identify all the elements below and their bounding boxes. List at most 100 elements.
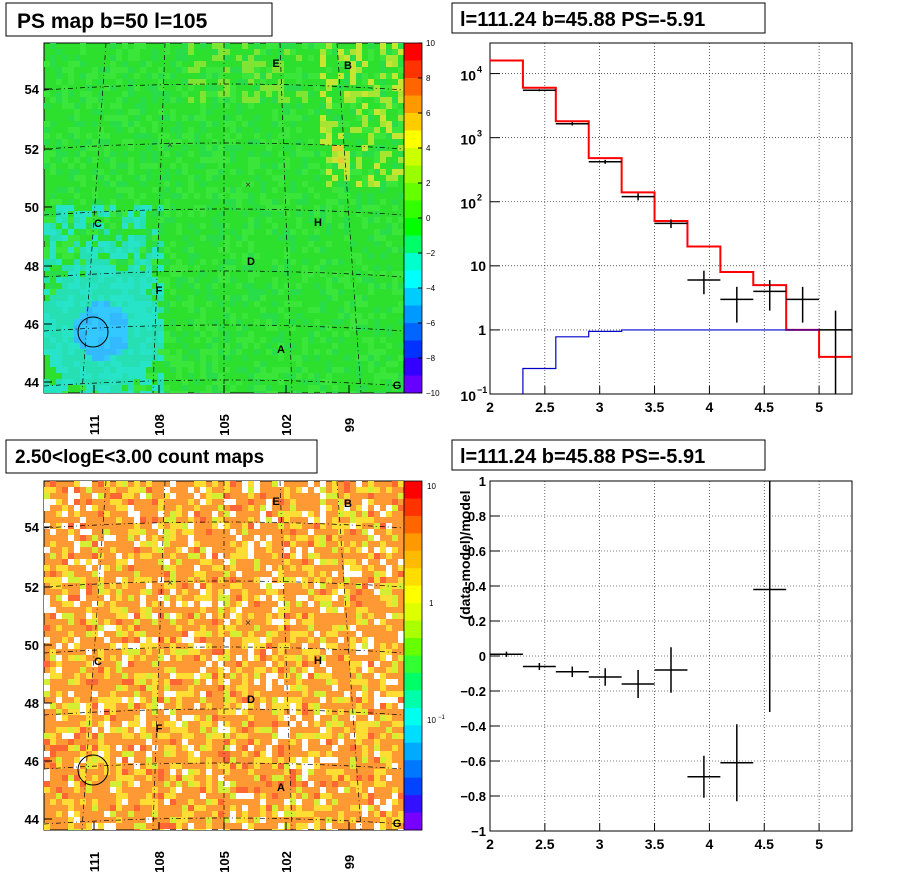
map-pixel xyxy=(74,55,80,61)
map-pixel xyxy=(272,187,278,193)
y-tick-label: 54 xyxy=(25,82,40,97)
map-pixel xyxy=(80,667,86,673)
map-pixel xyxy=(122,727,128,733)
map-pixel xyxy=(134,547,140,553)
map-pixel xyxy=(230,199,236,205)
map-pixel xyxy=(92,823,98,829)
map-pixel xyxy=(104,511,110,517)
map-pixel xyxy=(260,295,266,301)
map-pixel xyxy=(56,229,62,235)
map-pixel xyxy=(272,259,278,265)
map-pixel xyxy=(128,55,134,61)
map-pixel xyxy=(266,343,272,349)
map-pixel xyxy=(128,343,134,349)
map-pixel xyxy=(230,151,236,157)
map-pixel xyxy=(206,775,212,781)
map-pixel xyxy=(392,583,398,589)
map-pixel xyxy=(302,613,308,619)
map-pixel xyxy=(266,313,272,319)
map-pixel xyxy=(98,313,104,319)
map-pixel xyxy=(260,775,266,781)
map-pixel xyxy=(56,565,62,571)
map-pixel xyxy=(212,157,218,163)
map-pixel xyxy=(380,43,386,49)
map-pixel xyxy=(296,697,302,703)
map-pixel xyxy=(314,553,320,559)
map-pixel xyxy=(128,319,134,325)
map-pixel xyxy=(326,103,332,109)
map-pixel xyxy=(44,391,50,393)
x-tick-label: 3 xyxy=(596,399,604,415)
map-pixel xyxy=(296,787,302,793)
map-pixel xyxy=(326,133,332,139)
map-pixel xyxy=(344,301,350,307)
map-pixel xyxy=(68,493,74,499)
map-pixel xyxy=(368,49,374,55)
map-pixel xyxy=(218,193,224,199)
map-pixel xyxy=(350,511,356,517)
map-pixel xyxy=(308,43,314,49)
map-pixel xyxy=(320,589,326,595)
map-pixel xyxy=(188,301,194,307)
y-tick-label: 44 xyxy=(25,812,40,827)
map-pixel xyxy=(56,151,62,157)
map-pixel xyxy=(218,775,224,781)
map-pixel xyxy=(164,679,170,685)
map-pixel xyxy=(86,313,92,319)
map-pixel xyxy=(56,667,62,673)
map-pixel xyxy=(140,829,146,830)
map-pixel xyxy=(164,799,170,805)
map-pixel xyxy=(386,565,392,571)
map-pixel xyxy=(290,769,296,775)
map-pixel xyxy=(56,277,62,283)
map-pixel xyxy=(224,571,230,577)
map-pixel xyxy=(314,793,320,799)
colorbar-swatch xyxy=(404,812,422,831)
source-circle xyxy=(77,316,109,348)
map-pixel xyxy=(104,619,110,625)
x-tick-label: 2.5 xyxy=(535,399,555,415)
map-pixel xyxy=(332,277,338,283)
map-pixel xyxy=(182,115,188,121)
map-pixel xyxy=(92,361,98,367)
map-pixel xyxy=(266,151,272,157)
map-pixel xyxy=(140,391,146,393)
map-pixel xyxy=(68,343,74,349)
map-pixel xyxy=(368,151,374,157)
map-pixel xyxy=(368,343,374,349)
map-pixel xyxy=(122,613,128,619)
y-tick-label: 50 xyxy=(25,200,39,215)
map-pixel xyxy=(374,157,380,163)
map-pixel xyxy=(284,109,290,115)
map-pixel xyxy=(362,79,368,85)
map-pixel xyxy=(284,199,290,205)
map-pixel xyxy=(344,595,350,601)
x-tick-label: 102 xyxy=(279,414,294,436)
map-pixel xyxy=(182,817,188,823)
map-pixel xyxy=(284,73,290,79)
map-pixel xyxy=(386,625,392,631)
map-pixel xyxy=(164,613,170,619)
map-pixel xyxy=(224,337,230,343)
map-pixel xyxy=(176,721,182,727)
map-pixel xyxy=(302,643,308,649)
map-pixel xyxy=(188,361,194,367)
map-pixel xyxy=(188,745,194,751)
map-pixel xyxy=(50,499,56,505)
map-pixel xyxy=(200,307,206,313)
map-pixel xyxy=(74,643,80,649)
map-pixel xyxy=(290,697,296,703)
map-pixel xyxy=(314,751,320,757)
map-pixel xyxy=(350,661,356,667)
map-pixel xyxy=(242,223,248,229)
map-pixel xyxy=(368,583,374,589)
map-pixel xyxy=(290,241,296,247)
map-pixel xyxy=(188,535,194,541)
map-pixel xyxy=(56,67,62,73)
map-pixel xyxy=(194,319,200,325)
map-pixel xyxy=(200,547,206,553)
map-pixel xyxy=(182,43,188,49)
map-pixel xyxy=(392,61,398,67)
map-pixel xyxy=(152,613,158,619)
map-pixel xyxy=(122,295,128,301)
